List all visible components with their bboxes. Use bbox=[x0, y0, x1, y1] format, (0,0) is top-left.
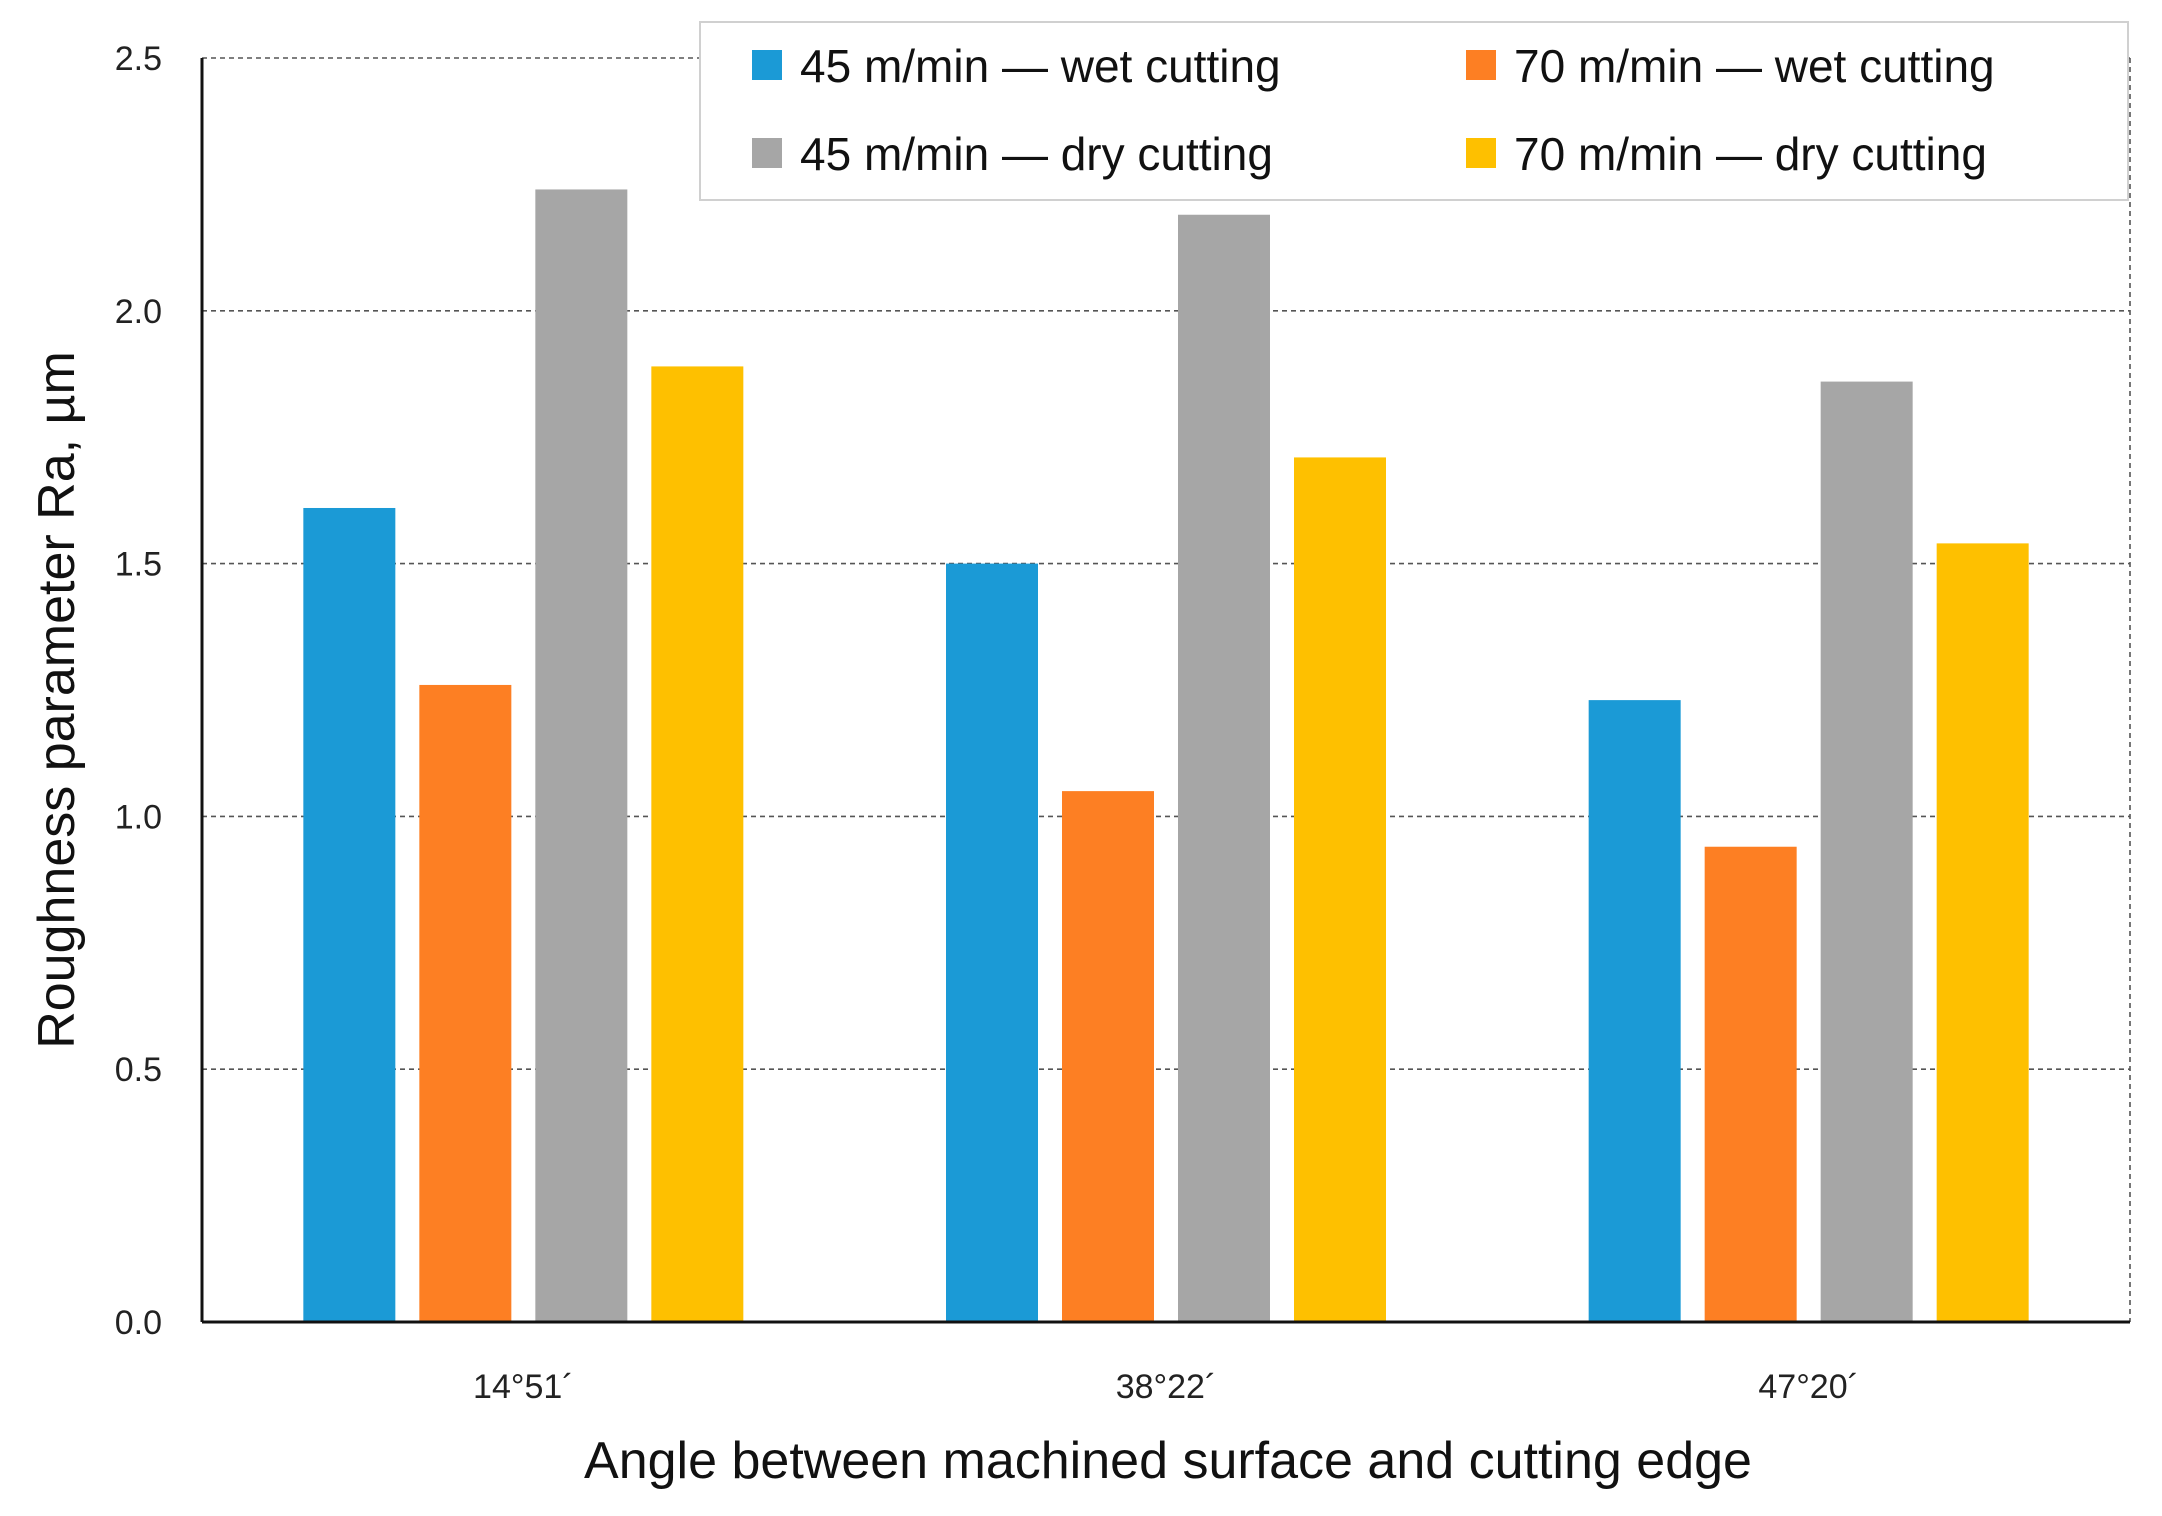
bar bbox=[946, 563, 1038, 1322]
bar bbox=[535, 189, 628, 1322]
bar bbox=[419, 684, 512, 1322]
bar bbox=[1588, 700, 1681, 1322]
bar bbox=[1178, 214, 1270, 1323]
y-tick-label: 2.0 bbox=[115, 293, 162, 331]
bar bbox=[1294, 457, 1386, 1322]
y-tick-label: 0.0 bbox=[115, 1304, 162, 1342]
legend-item: 45 m/min — wet cutting bbox=[752, 40, 1281, 92]
bar bbox=[1062, 791, 1154, 1322]
y-axis-title: Roughness parameter Ra, µm bbox=[28, 351, 86, 1049]
tick-labels: 0.0 0.5 1.0 1.5 2.0 2.5 14°51´ 38°22´ 47°20´ bbox=[115, 40, 1859, 1406]
x-axis-title: Angle between machined surface and cutti… bbox=[584, 1432, 1752, 1490]
legend: 45 m/min — wet cutting 70 m/min — wet cu… bbox=[699, 21, 2129, 201]
bar bbox=[1820, 381, 1913, 1323]
legend-label: 45 m/min — dry cutting bbox=[800, 128, 1273, 180]
x-tick-label: 14°51´ bbox=[473, 1368, 574, 1406]
bar bbox=[1704, 846, 1797, 1322]
legend-label: 70 m/min — dry cutting bbox=[1514, 128, 1987, 180]
legend-swatch bbox=[1466, 138, 1496, 168]
y-tick-label: 0.5 bbox=[115, 1051, 162, 1089]
y-tick-label: 2.5 bbox=[115, 40, 162, 78]
legend-item: 70 m/min — wet cutting bbox=[1466, 40, 1995, 92]
bar bbox=[303, 507, 396, 1322]
axes bbox=[200, 58, 2130, 1324]
legend-swatch bbox=[752, 50, 782, 80]
bar bbox=[1936, 543, 2029, 1322]
bars bbox=[303, 189, 2029, 1323]
legend-label: 45 m/min — wet cutting bbox=[800, 40, 1281, 92]
legend-swatch bbox=[752, 138, 782, 168]
legend-item: 45 m/min — dry cutting bbox=[752, 128, 1273, 180]
legend-label: 70 m/min — wet cutting bbox=[1514, 40, 1995, 92]
y-tick-label: 1.0 bbox=[115, 798, 162, 836]
x-tick-label: 38°22´ bbox=[1116, 1368, 1217, 1406]
legend-box bbox=[699, 21, 2129, 201]
legend-swatch bbox=[1466, 50, 1496, 80]
bar bbox=[651, 366, 744, 1322]
x-tick-label: 47°20´ bbox=[1758, 1368, 1859, 1406]
y-tick-label: 1.5 bbox=[115, 546, 162, 584]
legend-item: 70 m/min — dry cutting bbox=[1466, 128, 1987, 180]
